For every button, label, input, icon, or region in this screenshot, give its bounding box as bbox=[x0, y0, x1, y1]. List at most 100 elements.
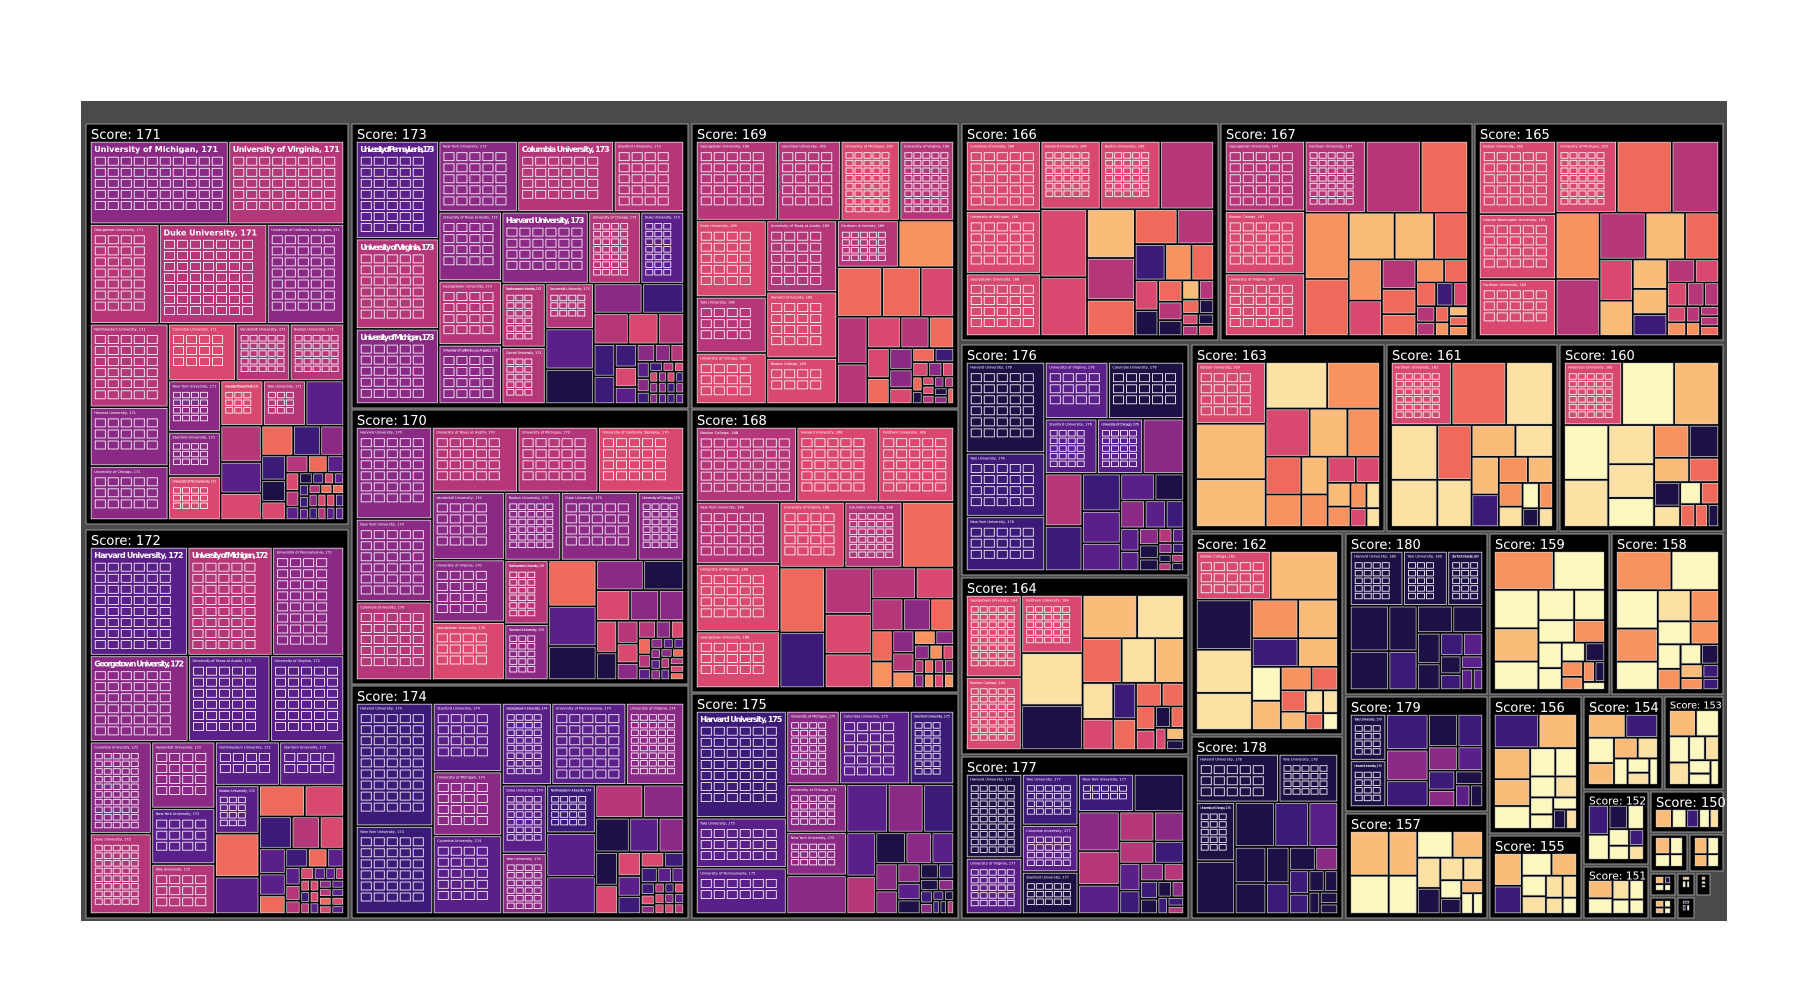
tile bbox=[996, 428, 1008, 438]
score-tile bbox=[320, 817, 344, 848]
tile bbox=[1006, 823, 1015, 830]
tile bbox=[133, 335, 145, 344]
tile bbox=[885, 521, 894, 528]
tile bbox=[506, 381, 515, 388]
tile bbox=[164, 306, 176, 316]
score-tile bbox=[1389, 876, 1417, 914]
tile bbox=[784, 513, 796, 523]
tile bbox=[545, 518, 554, 526]
tile bbox=[849, 513, 858, 520]
tile bbox=[456, 356, 468, 366]
tile bbox=[845, 198, 854, 205]
tile bbox=[604, 503, 616, 513]
tile bbox=[120, 268, 132, 278]
tile bbox=[1120, 452, 1128, 460]
tile bbox=[1595, 403, 1604, 411]
tile bbox=[1035, 891, 1044, 898]
tile bbox=[797, 231, 809, 241]
school-label: Boston University, 165 bbox=[1483, 145, 1523, 149]
score-tile bbox=[1299, 639, 1338, 666]
tile bbox=[277, 602, 289, 612]
tile bbox=[449, 604, 461, 613]
tile bbox=[146, 477, 158, 487]
school-tile-box bbox=[356, 703, 433, 826]
tile bbox=[524, 302, 533, 309]
tile bbox=[1062, 621, 1071, 628]
tile bbox=[1413, 396, 1422, 403]
tile bbox=[778, 438, 790, 448]
tile bbox=[791, 818, 800, 825]
tile bbox=[288, 688, 300, 698]
tile bbox=[1035, 898, 1044, 905]
tile bbox=[1483, 247, 1495, 257]
tile bbox=[983, 196, 995, 206]
tile bbox=[997, 696, 1006, 703]
tile bbox=[1026, 836, 1035, 843]
tile bbox=[997, 899, 1006, 907]
tile bbox=[482, 303, 494, 313]
tile bbox=[700, 829, 712, 838]
tile bbox=[914, 745, 923, 752]
tile bbox=[103, 760, 112, 767]
score-group-label: Score: 163 bbox=[1197, 349, 1267, 364]
tile bbox=[660, 534, 669, 541]
tile bbox=[1319, 773, 1328, 780]
tile bbox=[645, 253, 654, 261]
tile bbox=[577, 294, 586, 302]
tile bbox=[450, 725, 462, 735]
score-tile bbox=[888, 784, 923, 832]
tile bbox=[867, 551, 876, 558]
tile bbox=[107, 682, 119, 692]
tile bbox=[970, 373, 982, 383]
tile bbox=[120, 715, 132, 725]
tile bbox=[518, 511, 527, 518]
score-tile bbox=[1449, 307, 1468, 316]
tile bbox=[399, 780, 411, 790]
tile bbox=[545, 238, 557, 248]
score-tile bbox=[1299, 600, 1338, 638]
tile bbox=[700, 275, 712, 285]
score-tile bbox=[1429, 771, 1455, 790]
tile bbox=[988, 815, 997, 823]
tile bbox=[809, 737, 818, 744]
tile bbox=[545, 249, 557, 259]
school-tile: Columbia University, 170 bbox=[356, 602, 432, 680]
tile bbox=[200, 487, 208, 494]
tile bbox=[327, 699, 339, 709]
tile bbox=[1281, 196, 1293, 206]
tile bbox=[858, 528, 867, 535]
score-tile bbox=[1167, 740, 1184, 750]
tile bbox=[931, 167, 940, 174]
tile bbox=[1022, 284, 1034, 294]
school-label: New York University, 171 bbox=[173, 384, 217, 388]
tile bbox=[301, 688, 313, 698]
tile bbox=[1395, 380, 1404, 388]
school-tile: University of Michigan, 174 bbox=[433, 772, 502, 835]
tile bbox=[1053, 808, 1062, 815]
tile bbox=[1062, 844, 1071, 851]
tile bbox=[1062, 636, 1071, 644]
tile bbox=[159, 562, 171, 572]
tile bbox=[923, 730, 932, 737]
score-tile bbox=[641, 883, 654, 894]
tile bbox=[1218, 836, 1227, 843]
tile bbox=[571, 238, 583, 248]
tile bbox=[1268, 244, 1280, 254]
tile bbox=[1009, 185, 1021, 195]
school-label: Columbia University, 176 bbox=[1112, 366, 1156, 370]
tile bbox=[784, 524, 796, 534]
tile bbox=[275, 711, 287, 720]
tile bbox=[231, 596, 243, 605]
tile bbox=[275, 722, 287, 731]
tile bbox=[386, 541, 398, 551]
score-tile bbox=[1546, 898, 1562, 914]
school-tile: Boston College, 168 bbox=[696, 427, 796, 502]
tile bbox=[443, 223, 455, 233]
tile bbox=[515, 811, 524, 818]
tile bbox=[1062, 793, 1071, 800]
tile bbox=[1062, 808, 1071, 815]
school-label: Georgetown University, 170 bbox=[436, 626, 485, 630]
tile bbox=[700, 364, 712, 374]
tile bbox=[1522, 301, 1534, 311]
tile bbox=[1022, 163, 1034, 173]
